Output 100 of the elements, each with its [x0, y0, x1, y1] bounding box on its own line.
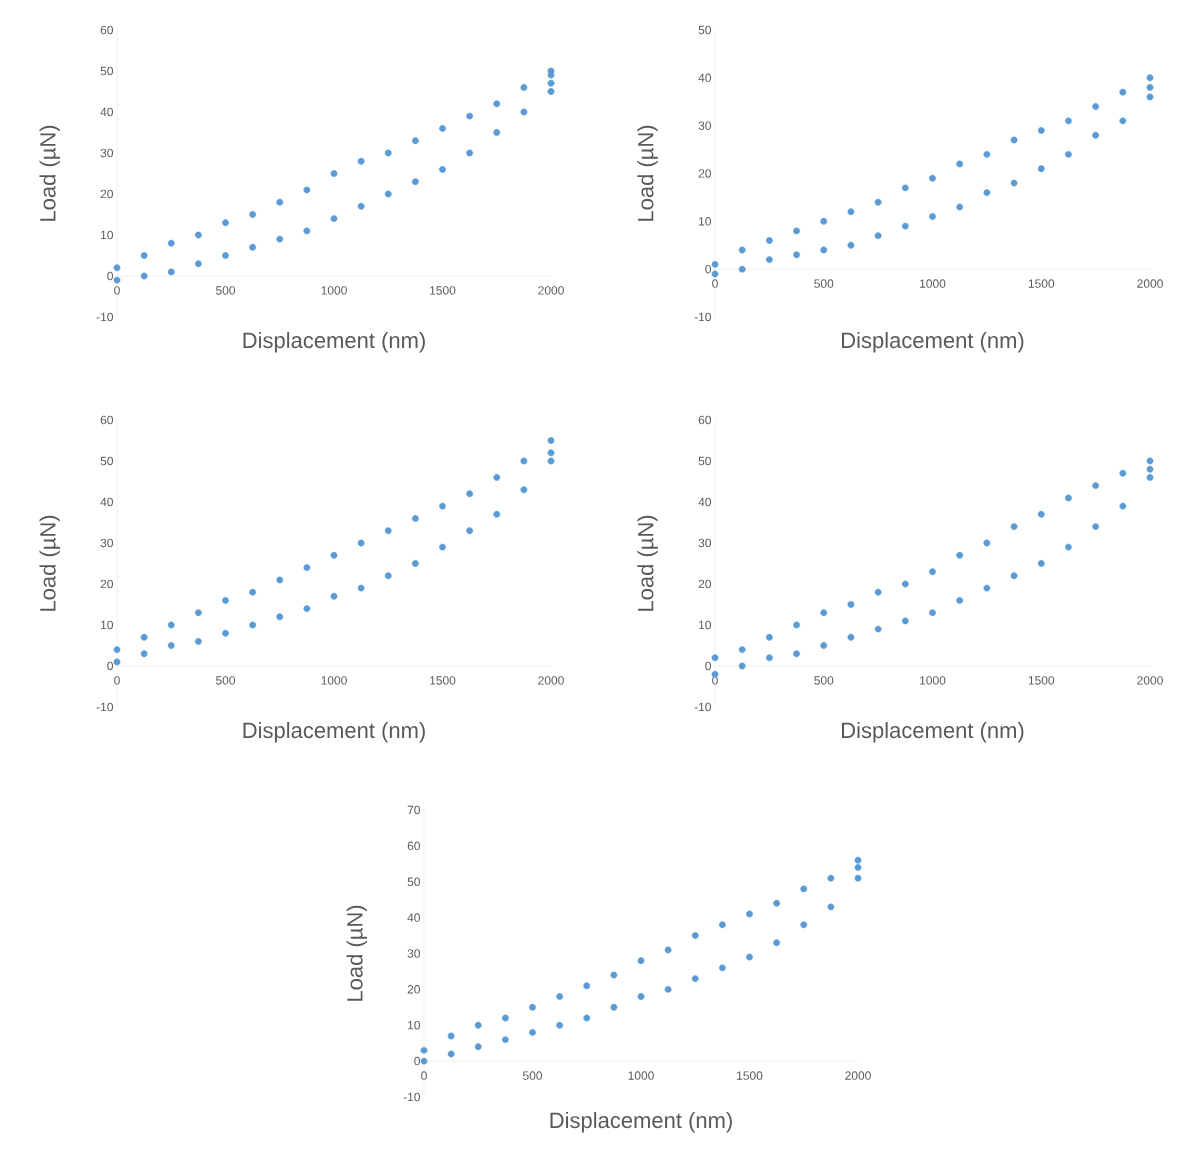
point: [222, 629, 229, 637]
point: [929, 213, 936, 220]
point: [1010, 179, 1018, 187]
point: [929, 568, 936, 576]
x-tick-label: 2000: [845, 1071, 871, 1080]
point: [466, 149, 474, 157]
point: [691, 975, 699, 982]
point: [466, 112, 474, 120]
y-tick-label: 50: [100, 456, 114, 466]
y-tick-label: 50: [100, 66, 114, 76]
x-tick-label: 1500: [430, 676, 456, 685]
x-tick-label: 1000: [321, 676, 347, 685]
point: [1037, 560, 1045, 567]
point: [793, 650, 800, 658]
point: [439, 124, 446, 132]
point: [874, 198, 882, 206]
point: [249, 211, 257, 218]
x-tick-label: 500: [522, 1071, 543, 1080]
y-tick-label: 30: [698, 538, 712, 548]
point: [1119, 88, 1127, 96]
point: [1146, 83, 1154, 91]
point: [1092, 103, 1100, 110]
y-tick-label: 60: [100, 25, 114, 35]
point: [384, 149, 392, 157]
x-tick-label: 0: [712, 279, 718, 288]
point: [820, 609, 828, 617]
point: [901, 222, 909, 230]
point: [983, 189, 991, 197]
point: [738, 265, 746, 273]
point: [276, 198, 284, 206]
point: [447, 1032, 455, 1040]
y-tick-label: 20: [698, 579, 712, 589]
y-axis-title: Load (µN): [637, 125, 658, 221]
point: [167, 268, 175, 276]
point: [547, 79, 555, 87]
point: [827, 903, 835, 911]
point: [529, 1003, 536, 1011]
point: [113, 276, 121, 284]
point: [547, 457, 555, 465]
point: [249, 243, 257, 251]
x-axis-title: Displacement (nm): [842, 721, 1024, 743]
point: [167, 239, 175, 247]
point: [384, 190, 392, 198]
y-tick-label: 40: [407, 913, 421, 922]
point: [493, 473, 501, 481]
point: [773, 899, 781, 907]
point: [303, 227, 311, 235]
point: [140, 272, 148, 280]
point: [520, 108, 528, 116]
point: [140, 252, 148, 259]
x-tick-label: 2000: [538, 676, 564, 685]
point: [303, 186, 311, 194]
point: [1065, 150, 1072, 158]
x-tick-label: 1500: [430, 286, 456, 295]
point: [194, 609, 202, 617]
x-axis-title: Displacement (nm): [842, 331, 1024, 353]
y-tick-label: -10: [694, 702, 712, 712]
point: [1010, 523, 1018, 530]
point: [773, 939, 781, 947]
point: [610, 971, 618, 979]
point: [357, 584, 365, 592]
x-tick-label: 1000: [920, 279, 946, 288]
point: [222, 219, 229, 227]
point: [447, 1050, 455, 1058]
point: [330, 551, 338, 559]
point: [330, 170, 338, 177]
x-tick-label: 1000: [920, 676, 946, 685]
point: [637, 957, 645, 965]
y-tick-label: 40: [698, 73, 712, 83]
point: [493, 100, 501, 108]
point: [820, 217, 828, 225]
point: [1092, 131, 1100, 139]
y-tick-label: 20: [100, 189, 114, 199]
y-tick-label: 40: [698, 497, 712, 507]
y-tick-label: 20: [698, 169, 712, 178]
point: [1146, 457, 1154, 465]
point: [1010, 136, 1018, 144]
point: [847, 241, 855, 249]
x-tick-label: 2000: [538, 286, 564, 295]
point: [854, 863, 862, 871]
point: [1092, 482, 1100, 489]
x-tick-label: 2000: [1137, 279, 1163, 288]
point: [529, 1029, 536, 1036]
x-tick-label: 1500: [737, 1071, 763, 1080]
point: [711, 270, 719, 278]
x-tick-label: 500: [814, 279, 834, 288]
y-tick-label: 10: [101, 230, 114, 240]
y-tick-label: 30: [698, 121, 712, 130]
point: [140, 650, 148, 658]
x-tick-label: 2000: [1137, 676, 1163, 685]
y-tick-label: 60: [100, 415, 114, 425]
point: [746, 953, 753, 961]
y-tick-label: 50: [698, 456, 712, 466]
x-tick-label: 0: [114, 286, 120, 295]
point: [901, 617, 909, 625]
y-tick-label: 40: [100, 107, 114, 117]
point: [738, 662, 746, 670]
point: [330, 215, 338, 222]
point: [547, 437, 555, 444]
point: [765, 256, 773, 263]
